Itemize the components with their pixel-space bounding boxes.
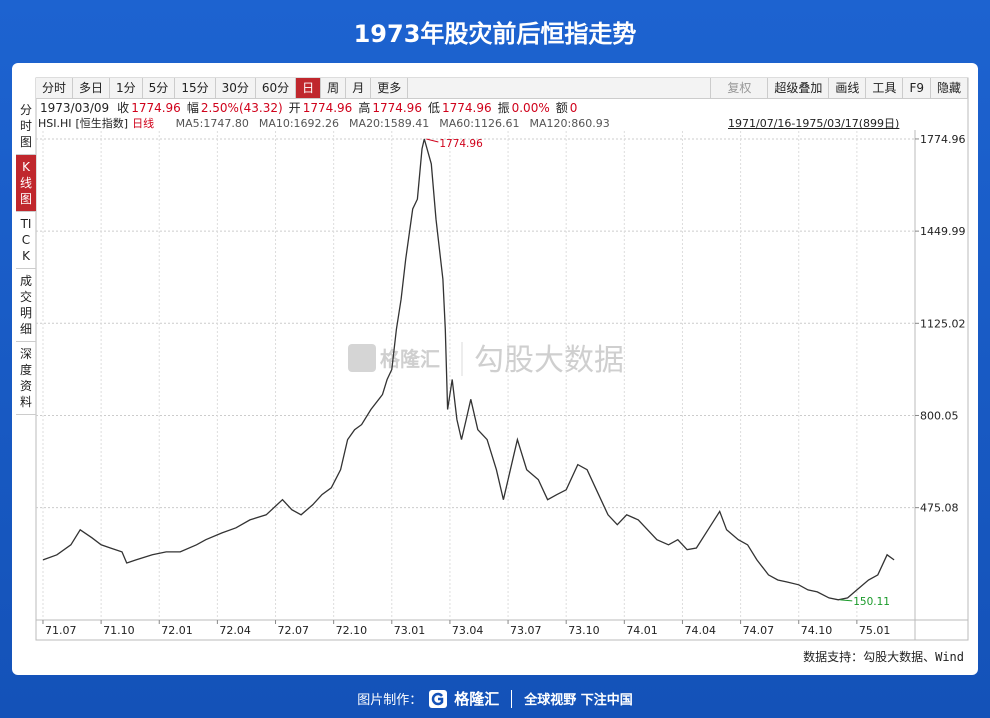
- toolbar-button[interactable]: 1分: [110, 78, 143, 98]
- grid: [36, 131, 915, 620]
- toolbar-button[interactable]: 工具: [866, 78, 904, 98]
- ma-line: HSI.HI [恒生指数] 日线 MA5:1747.80 MA10:1692.26 MA…: [38, 115, 620, 131]
- x-tick-label: 72.04: [219, 624, 251, 637]
- y-tick-label: 475.08: [920, 502, 959, 515]
- y-tick-label: 1449.99: [920, 225, 966, 238]
- toolbar-button[interactable]: 60分: [256, 78, 297, 98]
- x-tick-label: 72.07: [278, 624, 310, 637]
- ma-value: MA120:860.93: [529, 117, 610, 130]
- x-tick-label: 75.01: [859, 624, 891, 637]
- ma-value: MA10:1692.26: [258, 117, 340, 130]
- toolbar: 分时 多日 1分 5分 15分 30分 60分日周月更多 复权 超级叠加 画线 工具 F9 隐藏: [36, 78, 968, 99]
- info-value: 0: [569, 101, 578, 115]
- footer-logo: [429, 689, 448, 708]
- price-line: [42, 138, 895, 601]
- x-tick-label: 74.04: [684, 624, 716, 637]
- sidebar-tab[interactable]: K线图: [16, 155, 36, 212]
- y-tick-label: 1774.96: [920, 133, 966, 146]
- data-source: 数据支持：勾股大数据、Wind: [803, 650, 964, 664]
- info-value: 0.00%: [511, 101, 550, 115]
- quote-info: 1973/03/09 收 1774.96 幅 2.50%(43.32) 开 1774.96 高…: [40, 99, 583, 116]
- info-label: 幅: [186, 101, 199, 115]
- toolbar-button[interactable]: 复权: [711, 78, 769, 98]
- toolbar-button[interactable]: 周: [321, 78, 347, 98]
- watermark-logo: [348, 344, 376, 372]
- sidebar-tab[interactable]: 深度资料: [16, 342, 36, 415]
- period: 日线: [132, 117, 155, 130]
- info-value: 1774.96: [302, 101, 353, 115]
- chart-frame: [35, 77, 969, 641]
- annotation: 1774.96: [439, 138, 483, 150]
- x-tick-label: 72.01: [161, 624, 193, 637]
- date-range[interactable]: 1971/07/16-1975/03/17(899日): [728, 117, 900, 130]
- toolbar-button[interactable]: 分时: [36, 78, 74, 98]
- toolbar-button[interactable]: 画线: [829, 78, 867, 98]
- y-tick-label: 1125.02: [920, 317, 966, 330]
- x-tick-label: 72.10: [336, 624, 368, 637]
- watermark-brand: 格隆汇: [380, 347, 440, 371]
- annotation-arrow: [426, 138, 439, 143]
- footer-slogan: 全球视野 下注中国: [524, 693, 633, 708]
- x-tick-label: 71.10: [103, 624, 135, 637]
- toolbar-button[interactable]: 5分: [143, 78, 176, 98]
- toolbar-button[interactable]: F9: [903, 78, 931, 98]
- ma-value: MA60:1126.61: [439, 117, 520, 130]
- info-label: 1973/03/09: [40, 101, 110, 115]
- info-label: 高: [358, 101, 371, 115]
- info-value: 1774.96: [441, 101, 492, 115]
- x-tick-label: 73.01: [394, 624, 426, 637]
- sidebar-tab[interactable]: 成交明细: [16, 269, 36, 342]
- info-label: 振: [497, 101, 510, 115]
- info-value: 2.50%(43.32): [200, 101, 283, 115]
- x-tick-label: 74.07: [743, 624, 775, 637]
- info-label: 低: [427, 101, 440, 115]
- toolbar-button[interactable]: 15分: [175, 78, 216, 98]
- footer-brand: 格隆汇: [454, 690, 500, 708]
- toolbar-button[interactable]: 更多: [371, 78, 409, 98]
- sidebar-tab[interactable]: 分时图: [16, 98, 36, 155]
- toolbar-button[interactable]: 月: [346, 78, 372, 98]
- symbol-name: [恒生指数]: [75, 117, 129, 130]
- toolbar-button[interactable]: 日: [296, 78, 322, 98]
- info-label: 额: [555, 101, 568, 115]
- watermark: 格隆汇 勾股大数据: [348, 342, 624, 378]
- sidebar: 分时图 K线图 TICK 成交明细 深度资料: [16, 98, 36, 415]
- x-tick-label: 74.01: [626, 624, 658, 637]
- footer-divider: [511, 689, 513, 708]
- footer-label: 图片制作：: [357, 693, 423, 708]
- info-label: 开: [288, 101, 301, 115]
- info-label: 收: [117, 101, 130, 115]
- toolbar-spacer: [408, 78, 712, 98]
- ma-value: MA20:1589.41: [349, 117, 430, 130]
- x-tick-label: 73.10: [568, 624, 600, 637]
- y-tick-label: 800.05: [920, 409, 959, 422]
- watermark-product: 勾股大数据: [474, 343, 624, 378]
- toolbar-button[interactable]: 超级叠加: [768, 78, 830, 98]
- annotation-arrow: [840, 599, 853, 602]
- x-tick-label: 74.10: [801, 624, 833, 637]
- page-title: 1973年股灾前后恒指走势: [353, 20, 637, 48]
- toolbar-button[interactable]: 30分: [216, 78, 256, 98]
- toolbar-button[interactable]: 隐藏: [931, 78, 968, 98]
- info-value: 1774.96: [131, 101, 181, 115]
- toolbar-button[interactable]: 多日: [73, 78, 111, 98]
- x-tick-label: 73.07: [510, 624, 542, 637]
- symbol: HSI.HI: [38, 117, 72, 130]
- sidebar-tab[interactable]: TICK: [16, 212, 36, 269]
- info-value: 1774.96: [372, 101, 422, 115]
- ma-value: MA5:1747.80: [175, 117, 249, 130]
- x-tick-label: 73.04: [452, 624, 484, 637]
- annotation: 150.11: [853, 596, 890, 608]
- footer: 图片制作： 格隆汇 全球视野 下注中国: [0, 688, 990, 709]
- x-tick-label: 71.07: [45, 624, 77, 637]
